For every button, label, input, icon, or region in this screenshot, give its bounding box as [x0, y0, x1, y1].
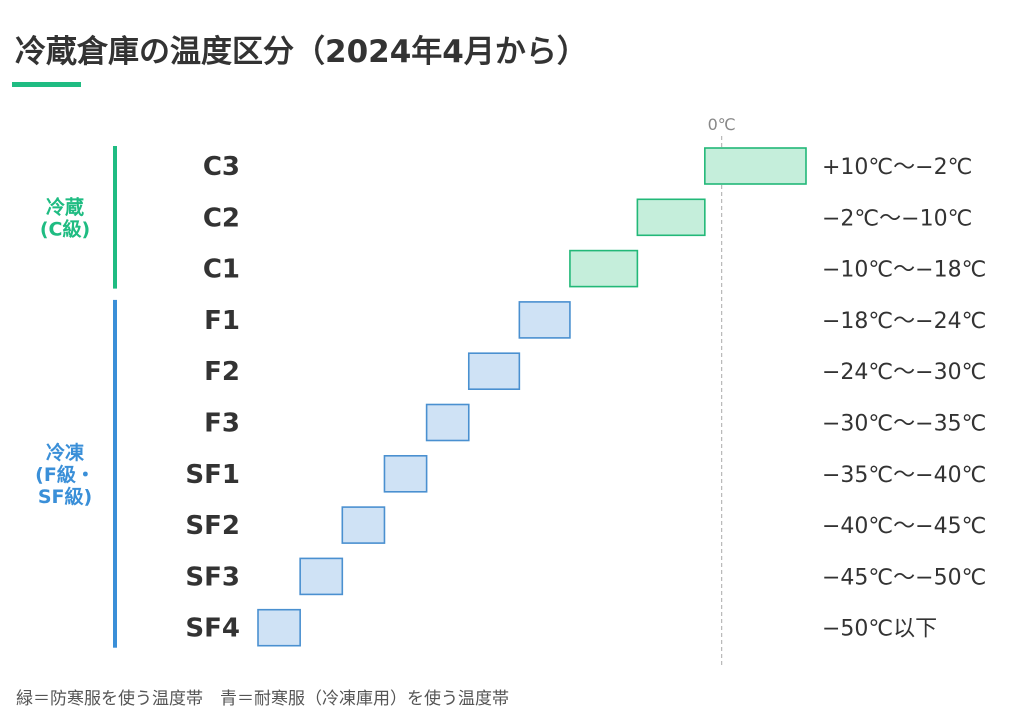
group-label-chilled-line-1: (C級): [40, 217, 90, 240]
range-bar-sf2: [341, 506, 386, 544]
range-label-c1: −10℃〜−18℃: [822, 258, 986, 283]
range-bar-f1: [518, 301, 571, 339]
range-label-f3: −30℃〜−35℃: [822, 412, 986, 437]
zero-reference-label: 0℃: [708, 115, 736, 134]
group-label-frozen-line-2: SF級): [38, 485, 92, 508]
range-bar-c3: [704, 147, 807, 185]
range-bar-f2: [467, 352, 521, 391]
range-bar-sf4: [257, 608, 301, 647]
page-title: 冷蔵倉庫の温度区分（2024年4月から）: [15, 34, 588, 70]
group-bracket-frozen: [113, 299, 117, 648]
range-label-sf4: −50℃以下: [822, 617, 937, 642]
class-label-sf3: SF3: [185, 562, 240, 592]
title-underline: [12, 82, 81, 87]
group-label-frozen-line-0: 冷凍: [46, 441, 84, 464]
range-label-sf1: −35℃〜−40℃: [822, 463, 986, 488]
class-label-sf2: SF2: [185, 511, 240, 541]
group-label-chilled-line-0: 冷蔵: [46, 195, 84, 218]
footnote: 緑＝防寒服を使う温度帯 青＝耐寒服（冷凍庫用）を使う温度帯: [16, 689, 509, 709]
class-label-f1: F1: [204, 306, 240, 336]
range-label-sf2: −40℃〜−45℃: [822, 514, 986, 539]
class-label-sf1: SF1: [185, 460, 240, 490]
class-label-c1: C1: [203, 255, 240, 285]
class-label-c3: C3: [203, 152, 240, 182]
group-label-frozen-line-1: (F級・: [35, 463, 95, 486]
class-label-c2: C2: [203, 203, 240, 233]
class-label-f3: F3: [204, 409, 240, 439]
range-label-c3: +10℃〜−2℃: [822, 155, 972, 180]
range-bar-sf1: [383, 454, 428, 493]
range-bar-c1: [569, 249, 639, 288]
range-bar-sf3: [299, 557, 344, 596]
range-bar-f3: [425, 403, 470, 442]
range-label-f2: −24℃〜−30℃: [822, 360, 986, 385]
range-label-c2: −2℃〜−10℃: [822, 206, 972, 231]
temperature-range-chart: 0℃ C3 +10℃〜−2℃ C2 −2℃〜−10℃ C1 −10℃〜−18℃ F1 −18℃〜…: [35, 115, 986, 668]
range-label-f1: −18℃〜−24℃: [822, 309, 986, 334]
range-label-sf3: −45℃〜−50℃: [822, 565, 986, 590]
group-bracket-chilled: [113, 146, 117, 289]
range-bar-c2: [636, 198, 706, 237]
class-label-f2: F2: [204, 357, 240, 387]
class-label-sf4: SF4: [185, 614, 240, 644]
